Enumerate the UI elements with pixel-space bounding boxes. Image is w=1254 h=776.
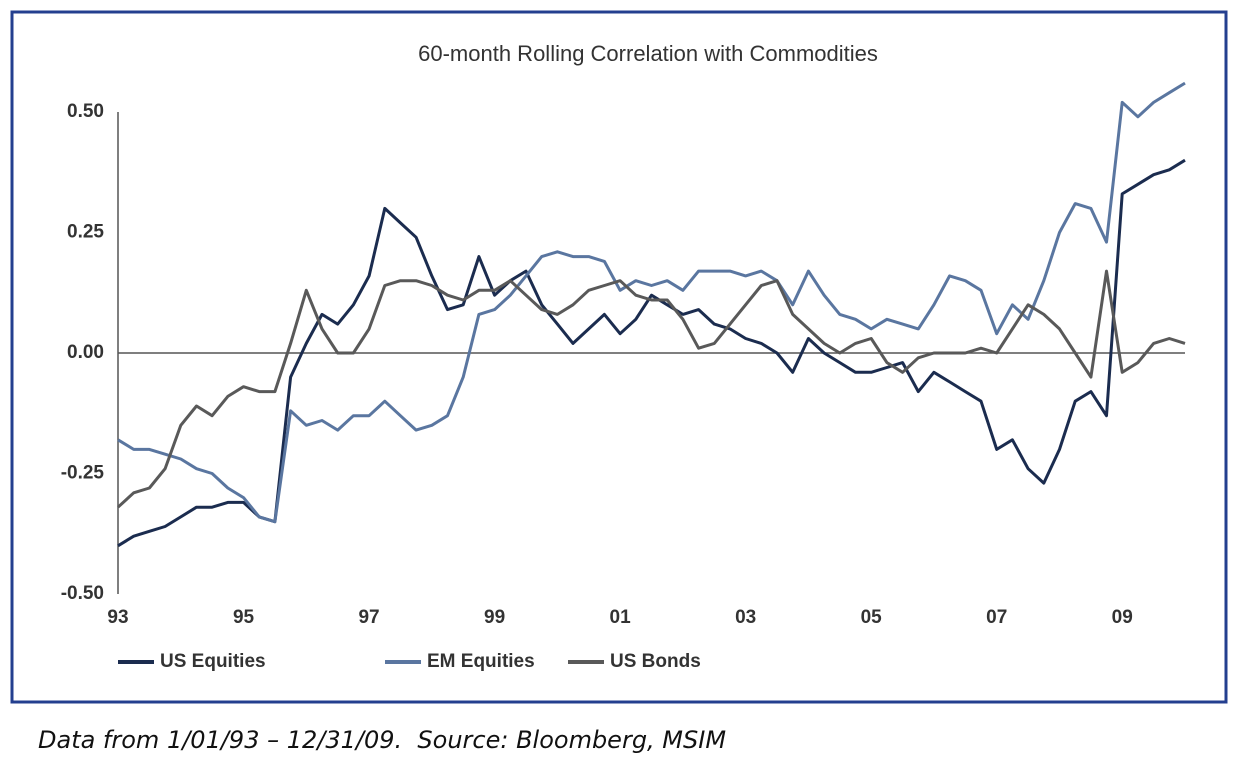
chart-title: 60-month Rolling Correlation with Commod… xyxy=(418,41,878,66)
x-tick-label: 99 xyxy=(484,607,505,628)
footnote: Data from 1/01/93 – 12/31/09. Source: Bl… xyxy=(38,726,727,754)
chart: 60-month Rolling Correlation with Commod… xyxy=(10,10,1228,704)
x-tick-label: 97 xyxy=(358,607,379,628)
x-tick-label: 93 xyxy=(107,607,128,628)
line-series xyxy=(116,269,1186,509)
line-series xyxy=(117,158,1186,548)
legend-label: US Bonds xyxy=(610,651,701,672)
x-tick-label: 05 xyxy=(861,607,883,628)
y-tick-label: 0.25 xyxy=(67,222,104,243)
line-series xyxy=(117,81,1186,524)
y-tick-label: 0.00 xyxy=(67,342,104,363)
chart-frame xyxy=(10,10,1228,704)
y-tick-label: 0.50 xyxy=(67,101,104,122)
legend-label: US Equities xyxy=(160,651,266,672)
x-tick-label: 01 xyxy=(610,607,632,628)
x-tick-label: 95 xyxy=(233,607,255,628)
x-tick-label: 09 xyxy=(1112,607,1133,628)
x-tick-label: 03 xyxy=(735,607,756,628)
x-tick-label: 07 xyxy=(986,607,1007,628)
y-tick-label: -0.25 xyxy=(61,463,105,484)
y-tick-label: -0.50 xyxy=(61,583,104,604)
legend-label: EM Equities xyxy=(427,651,535,672)
